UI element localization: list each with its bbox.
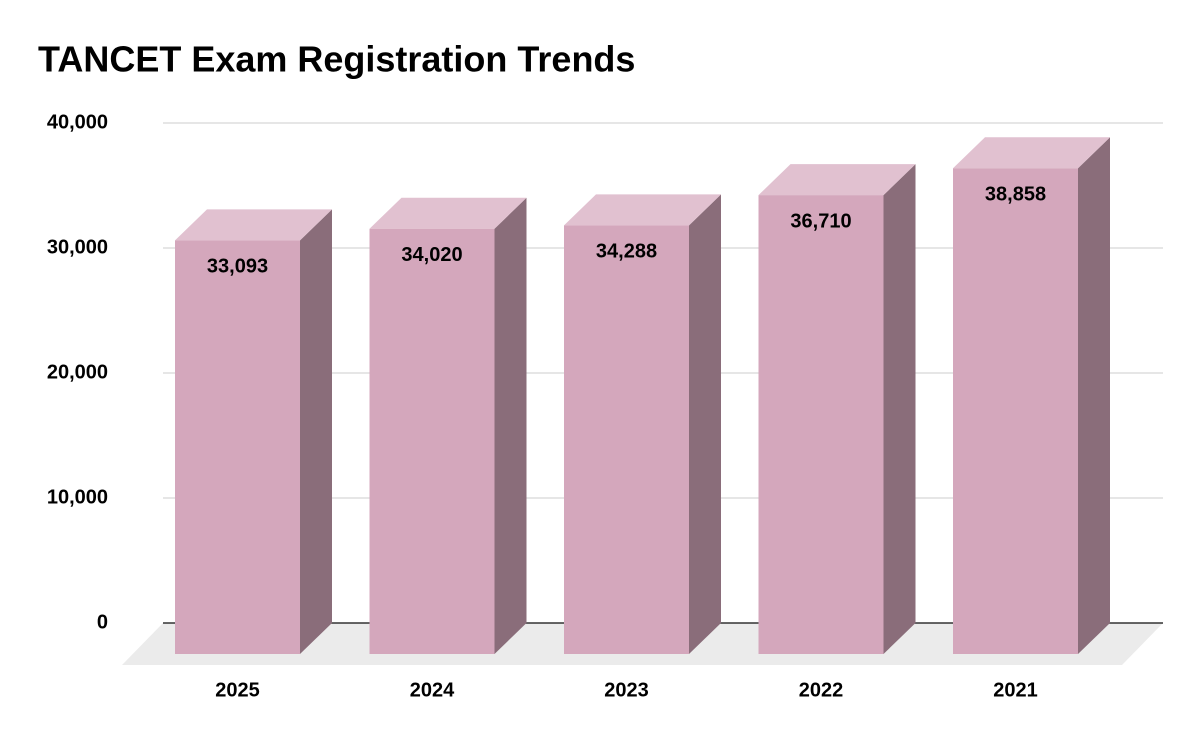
x-tick-label: 2022 bbox=[799, 679, 844, 701]
bar bbox=[953, 137, 1110, 654]
y-tick-label: 40,000 bbox=[47, 111, 108, 133]
x-tick-label: 2023 bbox=[604, 679, 649, 701]
bar bbox=[369, 197, 527, 654]
bar-side bbox=[494, 197, 527, 654]
x-tick-label: 2025 bbox=[215, 679, 260, 701]
bar bbox=[564, 194, 721, 654]
data-label: 36,710 bbox=[790, 210, 851, 232]
bar-side bbox=[300, 209, 332, 654]
bar-front bbox=[369, 228, 495, 654]
data-label: 33,093 bbox=[207, 256, 268, 278]
bar-side bbox=[883, 164, 916, 654]
bar-side bbox=[689, 194, 721, 654]
x-tick-label: 2024 bbox=[410, 679, 455, 701]
bar-side bbox=[1078, 137, 1110, 654]
bar bbox=[758, 164, 916, 654]
data-label: 38,858 bbox=[985, 184, 1046, 206]
bar-front bbox=[175, 240, 300, 654]
y-tick-label: 10,000 bbox=[47, 486, 108, 508]
bar-top bbox=[175, 209, 332, 241]
bar-top bbox=[758, 164, 916, 196]
chart-title: TANCET Exam Registration Trends bbox=[38, 39, 635, 80]
bar-front bbox=[564, 225, 689, 654]
bar-front bbox=[758, 195, 884, 654]
y-tick-label: 30,000 bbox=[47, 236, 108, 258]
bar-top bbox=[369, 197, 527, 229]
bar bbox=[175, 209, 332, 654]
data-label: 34,020 bbox=[401, 244, 462, 266]
bar-front bbox=[953, 168, 1078, 654]
bar-top bbox=[953, 137, 1110, 169]
y-tick-label: 20,000 bbox=[47, 361, 108, 383]
y-tick-label: 0 bbox=[97, 611, 108, 633]
data-label: 34,288 bbox=[596, 241, 657, 263]
x-tick-label: 2021 bbox=[993, 679, 1038, 701]
bar-top bbox=[564, 194, 721, 226]
